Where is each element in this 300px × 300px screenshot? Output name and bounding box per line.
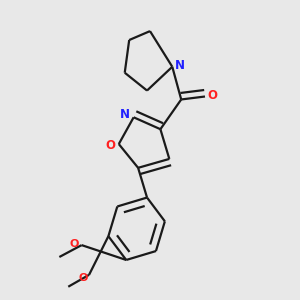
Text: O: O — [207, 88, 218, 101]
Text: N: N — [175, 59, 185, 72]
Text: O: O — [78, 273, 88, 283]
Text: O: O — [70, 238, 79, 249]
Text: O: O — [106, 139, 116, 152]
Text: N: N — [120, 108, 130, 121]
